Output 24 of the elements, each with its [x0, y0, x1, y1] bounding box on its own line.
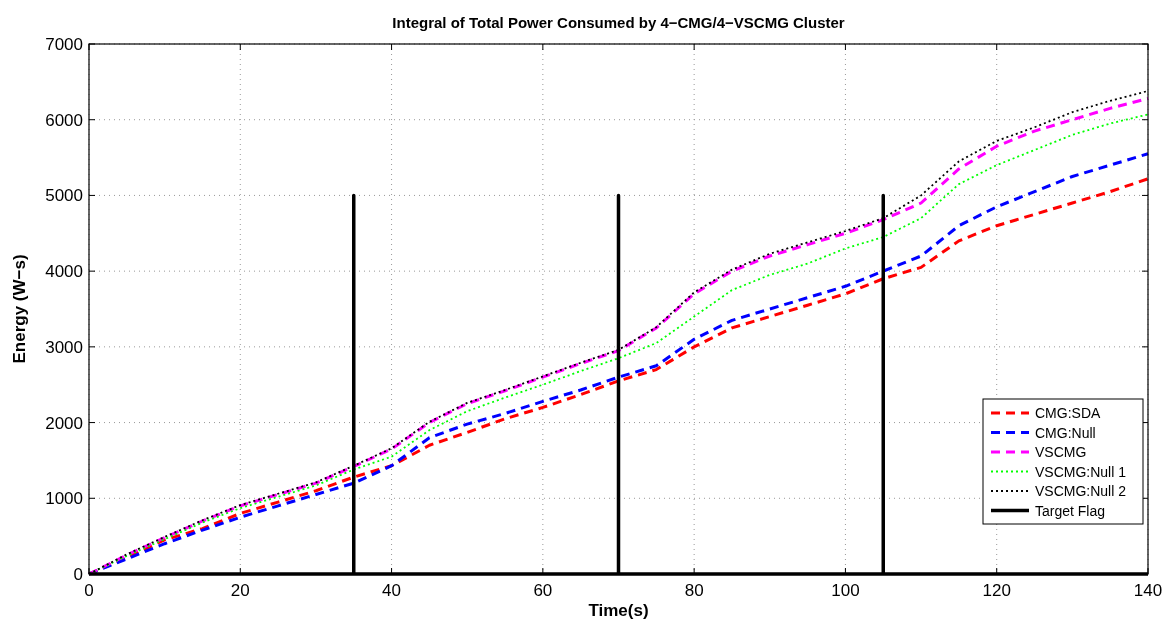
y-tick-label: 5000: [45, 186, 83, 206]
legend-label: VSCMG:Null 2: [1035, 483, 1127, 499]
y-tick-label: 6000: [45, 110, 83, 130]
y-tick-label: 4000: [45, 262, 83, 282]
y-tick-label: 3000: [45, 337, 83, 357]
x-axis-title: Time(s): [588, 601, 649, 620]
x-tick-label: 20: [230, 581, 250, 600]
y-tick-label: 0: [73, 565, 83, 584]
x-tick-label: 100: [831, 581, 860, 600]
y-tick-label: 1000: [45, 489, 83, 509]
y-axis-title: Energy (W−s): [10, 254, 29, 364]
legend-label: CMG:Null: [1035, 424, 1096, 441]
legend-label: VSCMG:Null 1: [1035, 463, 1127, 480]
x-tick-label: 40: [382, 581, 402, 600]
y-tick-label: 7000: [45, 35, 83, 54]
x-tick-label: 60: [533, 581, 553, 600]
x-tick-label: 140: [1133, 581, 1163, 600]
legend-label: CMG:SDA: [1035, 405, 1101, 421]
x-tick-label: 120: [982, 581, 1011, 600]
y-tick-label: 2000: [45, 413, 83, 433]
legend-label: Target Flag: [1035, 502, 1106, 519]
legend-label: VSCMG: [1035, 444, 1087, 460]
chart-title: Integral of Total Power Consumed by 4−CMG/4−VSCMG Cluster: [392, 14, 845, 31]
x-tick-label: 80: [684, 581, 704, 600]
